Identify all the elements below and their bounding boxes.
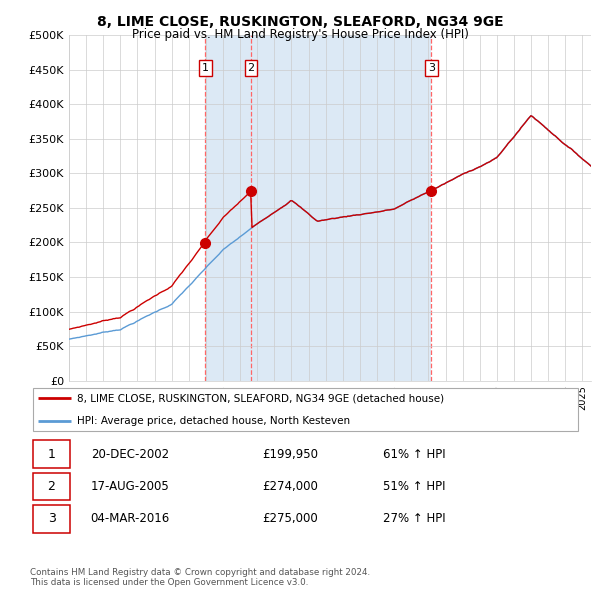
Text: 61% ↑ HPI: 61% ↑ HPI xyxy=(383,447,446,461)
Text: 2: 2 xyxy=(47,480,55,493)
Text: 17-AUG-2005: 17-AUG-2005 xyxy=(91,480,169,493)
Text: 51% ↑ HPI: 51% ↑ HPI xyxy=(383,480,446,493)
Text: £274,000: £274,000 xyxy=(262,480,318,493)
Text: Price paid vs. HM Land Registry's House Price Index (HPI): Price paid vs. HM Land Registry's House … xyxy=(131,28,469,41)
Bar xyxy=(251,35,431,381)
FancyBboxPatch shape xyxy=(33,505,70,533)
Text: 1: 1 xyxy=(47,447,55,461)
Text: 20-DEC-2002: 20-DEC-2002 xyxy=(91,447,169,461)
Text: Contains HM Land Registry data © Crown copyright and database right 2024.: Contains HM Land Registry data © Crown c… xyxy=(30,568,370,577)
Text: 3: 3 xyxy=(428,63,435,73)
Text: 3: 3 xyxy=(47,512,55,526)
Text: 1: 1 xyxy=(202,63,209,73)
Bar xyxy=(205,35,251,381)
FancyBboxPatch shape xyxy=(33,440,70,468)
FancyBboxPatch shape xyxy=(33,388,578,431)
Text: 8, LIME CLOSE, RUSKINGTON, SLEAFORD, NG34 9GE: 8, LIME CLOSE, RUSKINGTON, SLEAFORD, NG3… xyxy=(97,15,503,29)
Text: £275,000: £275,000 xyxy=(262,512,317,526)
Text: 27% ↑ HPI: 27% ↑ HPI xyxy=(383,512,446,526)
Text: 2: 2 xyxy=(247,63,254,73)
Text: 04-MAR-2016: 04-MAR-2016 xyxy=(91,512,170,526)
Text: HPI: Average price, detached house, North Kesteven: HPI: Average price, detached house, Nort… xyxy=(77,415,350,425)
Text: £199,950: £199,950 xyxy=(262,447,318,461)
Text: 8, LIME CLOSE, RUSKINGTON, SLEAFORD, NG34 9GE (detached house): 8, LIME CLOSE, RUSKINGTON, SLEAFORD, NG3… xyxy=(77,394,444,404)
Text: This data is licensed under the Open Government Licence v3.0.: This data is licensed under the Open Gov… xyxy=(30,578,308,587)
FancyBboxPatch shape xyxy=(33,473,70,500)
